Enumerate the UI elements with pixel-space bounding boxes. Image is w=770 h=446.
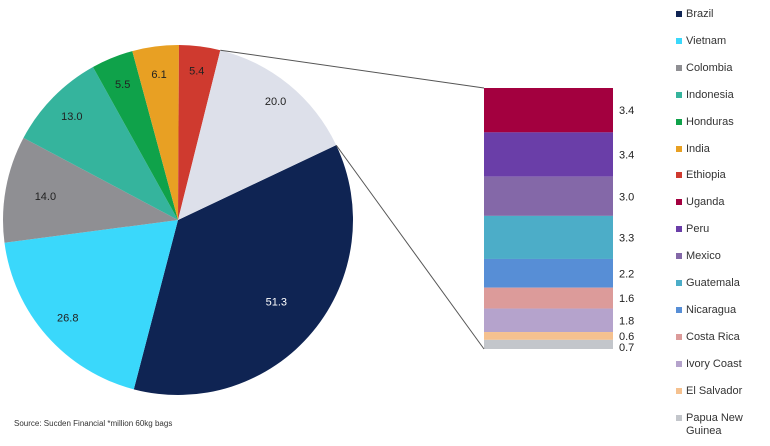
pie-label-vietnam: 26.8	[57, 312, 78, 324]
connector-line-top	[220, 49, 485, 89]
legend-swatch	[676, 64, 682, 71]
legend-label: Ethiopia	[686, 169, 726, 182]
pie-slice-vietnam	[4, 220, 178, 390]
bar-segment-mexico	[484, 176, 613, 216]
pie-label-brazil: 51.3	[266, 297, 287, 309]
legend-item-el-salvador: El Salvador	[676, 385, 742, 398]
legend-item-nicaragua: Nicaragua	[676, 304, 736, 317]
legend-swatch	[676, 280, 682, 286]
legend-swatch	[676, 11, 682, 17]
pie-slice-colombia	[3, 137, 179, 243]
pie-slice-other	[178, 50, 337, 220]
bar-label-guatemala: 3.3	[619, 232, 634, 244]
legend-label: Nicaragua	[686, 303, 737, 316]
legend-label: Guatemala	[686, 277, 740, 289]
legend-item-indonesia: Indonesia	[676, 89, 734, 102]
legend-swatch	[676, 387, 682, 394]
bar-segment-guatemala	[484, 215, 613, 259]
legend-item-india: India	[676, 143, 710, 156]
legend-label: Colombia	[686, 61, 733, 74]
legend-swatch	[676, 199, 682, 206]
bar-segment-uganda	[484, 88, 613, 133]
legend-label: Mexico	[686, 250, 721, 263]
pie-slice-ethiopia	[178, 45, 221, 221]
bar-label-mexico: 3.0	[619, 191, 634, 203]
legend-label: Honduras	[686, 115, 734, 128]
legend-item-papua-new-guinea: Papua New Guinea	[676, 412, 748, 438]
legend-label: Ivory Coast	[686, 357, 742, 370]
legend-item-colombia: Colombia	[676, 62, 732, 75]
legend-swatch	[676, 37, 682, 44]
legend-item-honduras: Honduras	[676, 116, 734, 129]
pie-label-honduras: 5.5	[115, 79, 130, 91]
bar-segment-peru	[484, 132, 613, 177]
legend-item-ivory-coast: Ivory Coast	[676, 358, 742, 371]
pie-label-other: 20.0	[265, 96, 286, 108]
pie-label-indonesia: 13.0	[61, 111, 82, 123]
bar-segment-nicaragua	[484, 258, 613, 288]
legend-swatch	[676, 333, 682, 340]
legend-item-costa-rica: Costa Rica	[676, 331, 740, 344]
bar-label-peru: 3.4	[619, 150, 634, 162]
bar-segment-ivory-coast	[484, 308, 613, 333]
bar-label-uganda: 3.4	[619, 105, 634, 117]
legend-swatch	[676, 172, 682, 179]
pie-slice-honduras	[92, 51, 178, 220]
connector-line-bottom	[335, 144, 485, 350]
legend-label: Peru	[686, 223, 710, 236]
bar-of-pie-chart: 51.3 26.8 14.0 13.0 5.5 6.1 5.4 20.0 3.4 3.4 3.0 3.…	[3, 45, 634, 395]
legend-item-uganda: Uganda	[676, 196, 725, 209]
legend-label: Vietnam	[686, 34, 727, 47]
legend-swatch	[676, 306, 682, 313]
bar-label-ivory-coast: 1.8	[619, 315, 634, 327]
legend-item-mexico: Mexico	[676, 250, 721, 263]
legend-label: Indonesia	[686, 88, 734, 101]
bar-segment-costa-rica	[484, 287, 613, 309]
legend-swatch	[676, 414, 682, 421]
legend-label: Uganda	[686, 196, 725, 209]
bar-segment-papua-new-guinea	[484, 339, 613, 349]
pie-slice-brazil	[133, 145, 353, 395]
legend-item-ethiopia: Ethiopia	[676, 169, 726, 182]
bar-label-el-salvador: 0.6	[619, 331, 634, 343]
legend-label: Papua New Guinea	[686, 411, 743, 437]
legend-swatch	[676, 360, 682, 367]
bar-label-papua-new-guinea: 0.7	[619, 342, 634, 354]
legend-swatch	[676, 145, 682, 152]
bar-segment-el-salvador	[484, 332, 613, 340]
legend-label: Costa Rica	[686, 330, 740, 343]
pie-label-india: 6.1	[151, 69, 166, 81]
legend-swatch	[676, 118, 682, 125]
legend-swatch	[676, 253, 682, 260]
legend-swatch	[676, 91, 682, 98]
legend-label: Brazil	[686, 8, 714, 20]
pie-slice-india	[132, 45, 179, 220]
bar-label-nicaragua: 2.2	[619, 268, 634, 280]
legend-item-guatemala: Guatemala	[676, 277, 740, 290]
legend-swatch	[676, 226, 682, 233]
pie-slice-indonesia	[23, 67, 178, 220]
pie-label-colombia: 14.0	[35, 191, 56, 203]
pie-label-ethiopia: 5.4	[189, 66, 204, 78]
bar-label-costa-rica: 1.6	[619, 293, 634, 305]
source-note: Source: Sucden Financial *million 60kg b…	[14, 419, 173, 428]
legend-item-vietnam: Vietnam	[676, 35, 726, 48]
legend-item-brazil: Brazil	[676, 8, 714, 21]
legend-label: El Salvador	[686, 384, 743, 397]
legend-item-peru: Peru	[676, 223, 709, 236]
legend-label: India	[686, 142, 710, 155]
